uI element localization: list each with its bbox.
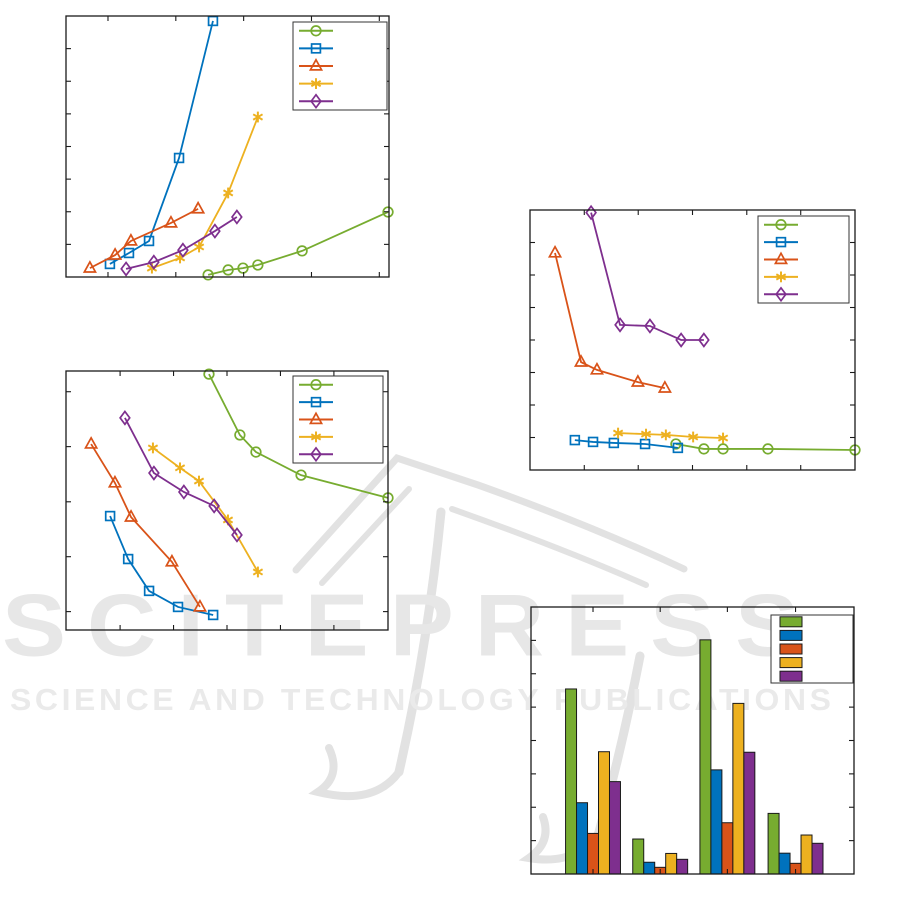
line-chart-middle-left [65, 368, 394, 631]
line-chart-top-left [65, 15, 394, 281]
line-chart-right-middle [529, 204, 861, 471]
bar-chart-bottom-right [530, 606, 855, 875]
